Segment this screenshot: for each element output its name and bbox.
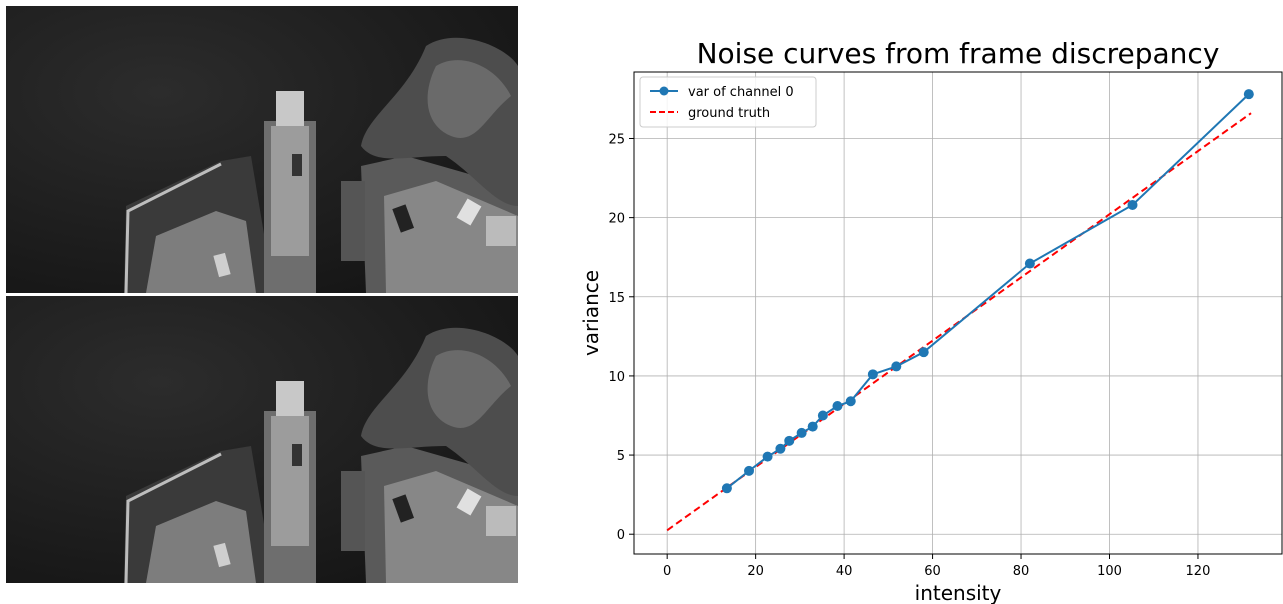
x-tick-label: 100 [1097, 564, 1122, 579]
channel0-point [775, 443, 786, 454]
x-tick-label: 80 [1013, 564, 1030, 579]
channel0-point [762, 451, 773, 462]
legend-label-channel0: var of channel 0 [688, 85, 794, 100]
axis-ticks: 0 20 40 60 80 100 120 0 5 10 15 20 25 [608, 132, 1210, 579]
grid-lines [634, 72, 1282, 554]
legend-marker-channel0 [659, 86, 669, 96]
channel0-point [1127, 199, 1138, 210]
y-tick-label: 10 [608, 370, 625, 385]
x-tick-label: 120 [1186, 564, 1211, 579]
x-axis-label: intensity [915, 581, 1002, 604]
channel0-point [891, 361, 902, 372]
channel0-point [807, 421, 818, 432]
x-tick-label: 40 [836, 564, 853, 579]
y-tick-label: 20 [608, 212, 625, 227]
y-axis-label: variance [579, 270, 603, 356]
y-tick-label: 5 [617, 449, 625, 464]
channel0-point [784, 435, 795, 446]
channel0-point [796, 427, 807, 438]
x-tick-label: 0 [663, 564, 671, 579]
channel0-point [867, 369, 878, 380]
y-tick-label: 0 [617, 528, 625, 543]
channel0-point [832, 400, 843, 411]
plot-frame [633, 71, 1283, 555]
channel0-point [721, 483, 732, 494]
channel0-point [817, 410, 828, 421]
series-layer [666, 89, 1254, 532]
legend: var of channel 0 ground truth [639, 76, 817, 128]
channel0-point [1024, 258, 1035, 269]
legend-label-ground-truth: ground truth [688, 106, 770, 121]
y-tick-label: 15 [608, 291, 625, 306]
noise-curve-chart: Noise curves from frame discrepancy 0 20 4… [579, 37, 1283, 604]
y-tick-label: 25 [608, 132, 625, 147]
aerial-photo-bottom [6, 296, 518, 583]
channel0-point [1243, 89, 1254, 100]
channel0-point [744, 465, 755, 476]
aerial-photo-top [6, 6, 518, 293]
x-tick-label: 20 [747, 564, 764, 579]
chart-title: Noise curves from frame discrepancy [697, 37, 1220, 70]
channel0-point [845, 396, 856, 407]
x-tick-label: 60 [924, 564, 941, 579]
channel0-line [726, 93, 1250, 490]
channel0-point [918, 347, 929, 358]
legend-box [639, 76, 817, 128]
